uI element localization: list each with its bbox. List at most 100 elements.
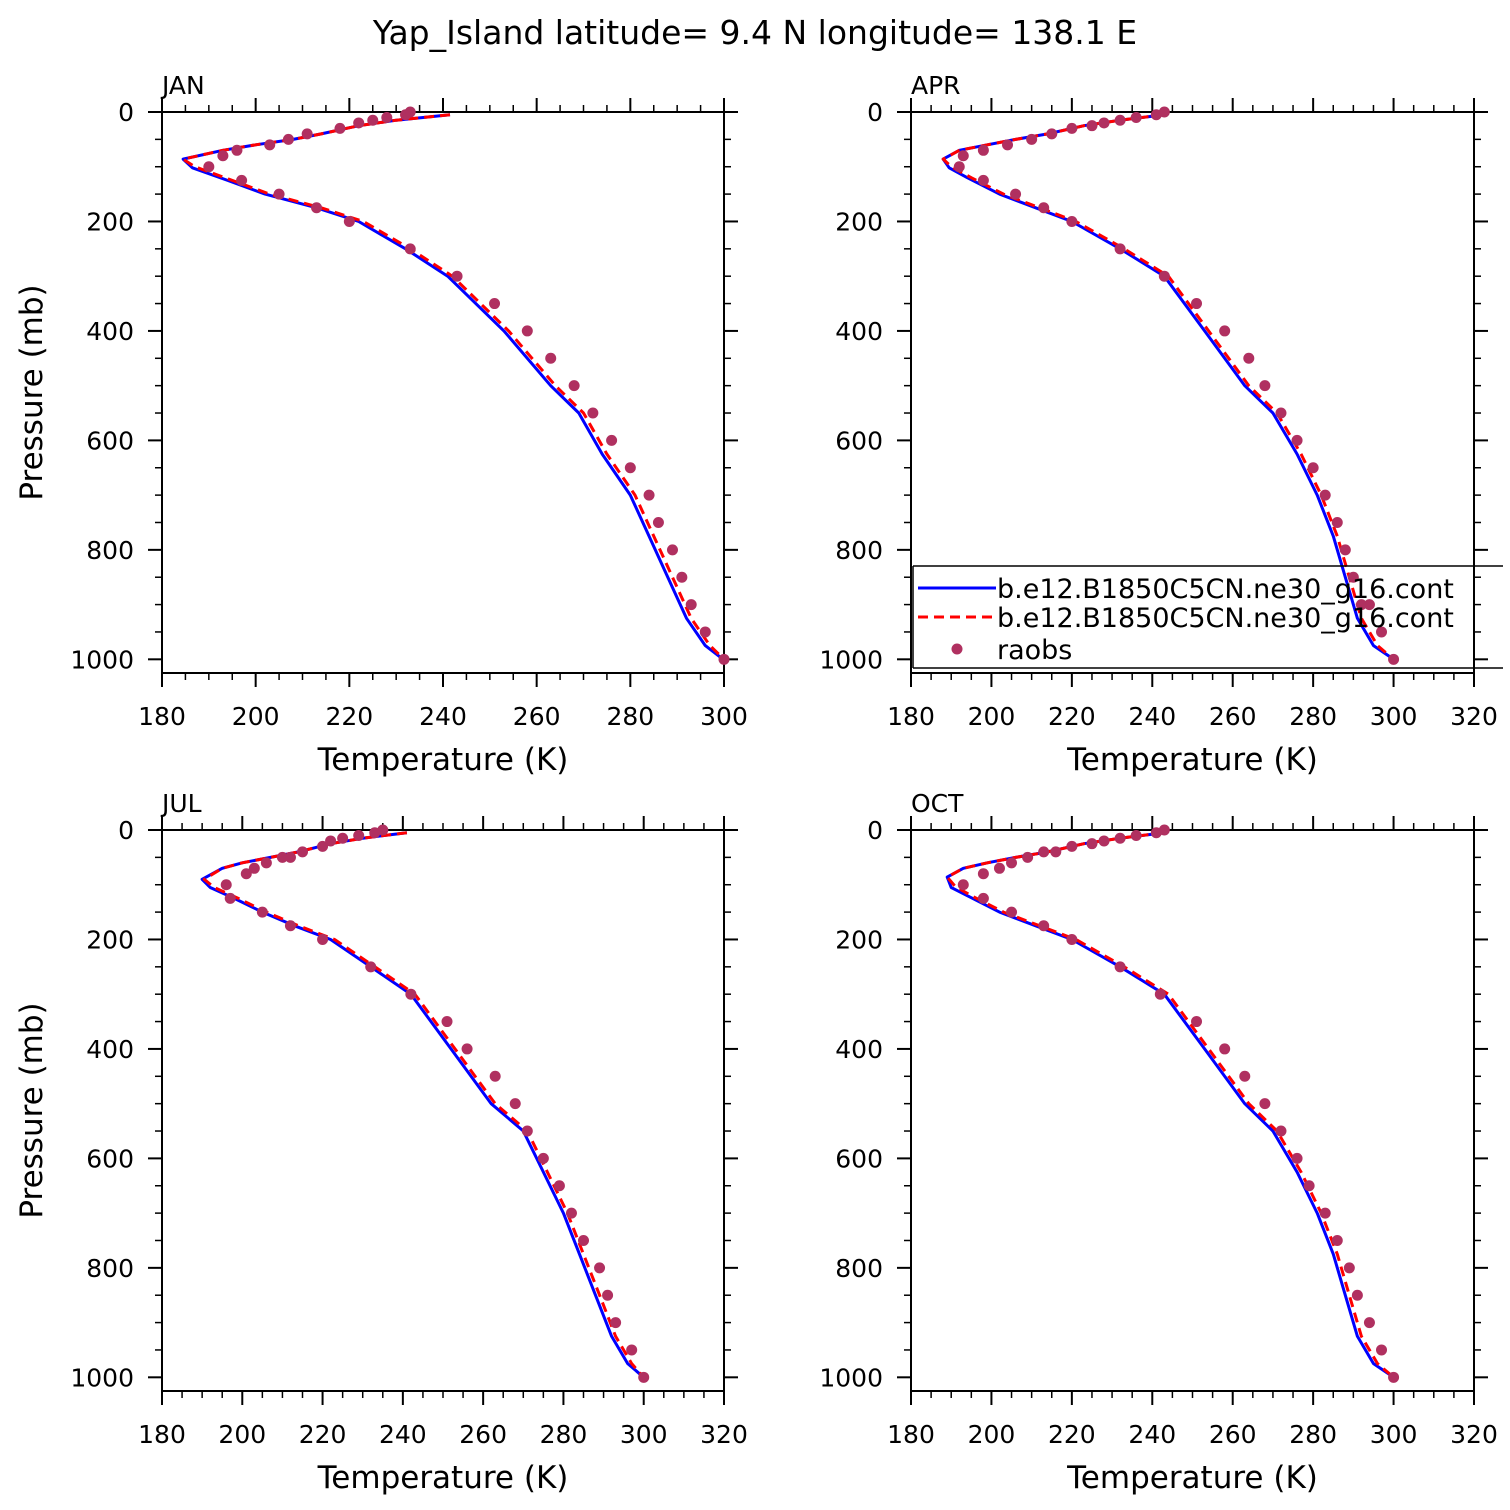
- raobs-marker: [273, 188, 285, 200]
- x-tick-label: 200: [968, 702, 1016, 731]
- x-tick-label: 280: [540, 1420, 588, 1449]
- solid-series-line: [181, 113, 725, 661]
- raobs-marker: [685, 599, 697, 611]
- x-tick-label: 240: [419, 702, 467, 731]
- raobs-marker: [1114, 832, 1126, 844]
- x-axis-title: Temperature (K): [1066, 1460, 1318, 1496]
- x-tick-label: 260: [459, 1420, 507, 1449]
- raobs-marker: [1086, 120, 1098, 132]
- raobs-marker: [297, 846, 308, 858]
- raobs-marker: [203, 161, 215, 173]
- panel-label: OCT: [911, 789, 964, 818]
- y-tick-label: 400: [86, 1035, 134, 1064]
- raobs-marker: [1319, 1207, 1331, 1219]
- x-axis-title: Temperature (K): [317, 1460, 569, 1496]
- y-tick-label: 600: [835, 1144, 883, 1173]
- raobs-marker: [1191, 1016, 1203, 1028]
- raobs-marker: [1291, 434, 1303, 446]
- raobs-marker: [317, 933, 329, 945]
- raobs-marker: [325, 835, 337, 847]
- y-tick-label: 0: [118, 816, 134, 845]
- x-axis-title: Temperature (K): [1066, 742, 1318, 778]
- raobs-marker: [353, 829, 365, 841]
- raobs-marker: [284, 920, 296, 932]
- raobs-marker: [441, 1016, 453, 1028]
- legend-label: b.e12.B1850C5CN.ne30_g16.cont: [997, 603, 1454, 634]
- raobs-marker: [1130, 111, 1142, 123]
- raobs-marker: [610, 1317, 622, 1329]
- raobs-marker: [1002, 139, 1014, 151]
- x-tick-label: 320: [1450, 702, 1498, 731]
- raobs-marker: [1066, 122, 1078, 134]
- raobs-marker: [1355, 599, 1367, 611]
- raobs-marker: [1259, 380, 1271, 392]
- x-tick-label: 220: [1048, 1420, 1096, 1449]
- x-tick-label: 280: [606, 702, 654, 731]
- raobs-marker: [1050, 846, 1062, 858]
- raobs-marker: [1291, 1152, 1303, 1164]
- legend: b.e12.B1850C5CN.ne30_g16.contb.e12.B1850…: [912, 565, 1503, 669]
- raobs-marker: [276, 851, 288, 863]
- raobs-marker: [977, 868, 989, 880]
- raobs-marker: [1154, 988, 1166, 1000]
- x-tick-label: 320: [700, 1420, 748, 1449]
- y-tick-label: 200: [86, 925, 134, 954]
- y-tick-label: 200: [835, 207, 883, 236]
- raobs-marker: [1026, 133, 1038, 145]
- panel-label: APR: [911, 71, 961, 100]
- raobs-marker: [565, 1207, 577, 1219]
- raobs-marker: [1351, 1289, 1363, 1301]
- x-tick-label: 300: [620, 1420, 668, 1449]
- y-tick-label: 600: [86, 426, 134, 455]
- x-tick-label: 280: [1289, 1420, 1337, 1449]
- x-tick-label: 280: [1289, 702, 1337, 731]
- x-tick-label: 300: [700, 702, 748, 731]
- raobs-marker: [977, 892, 989, 904]
- raobs-marker: [1038, 202, 1050, 214]
- raobs-marker: [367, 114, 379, 126]
- raobs-marker: [1098, 835, 1110, 847]
- raobs-marker: [1150, 109, 1162, 121]
- solid-series-line: [200, 831, 645, 1379]
- y-tick-label: 400: [86, 317, 134, 346]
- raobs-marker: [353, 117, 365, 129]
- x-tick-label: 220: [1048, 702, 1096, 731]
- raobs-marker: [256, 906, 268, 918]
- raobs-marker: [509, 1098, 521, 1110]
- raobs-marker: [1066, 933, 1078, 945]
- raobs-marker: [553, 1180, 565, 1192]
- raobs-marker: [404, 243, 416, 255]
- y-tick-label: 0: [867, 98, 883, 127]
- raobs-marker: [602, 1289, 614, 1301]
- raobs-marker: [957, 150, 969, 162]
- raobs-marker: [638, 1371, 650, 1383]
- x-tick-label: 200: [232, 702, 280, 731]
- y-tick-label: 1000: [819, 1363, 883, 1392]
- raobs-marker: [1150, 827, 1162, 839]
- x-axis-title: Temperature (K): [317, 742, 569, 778]
- raobs-marker: [1388, 653, 1400, 665]
- raobs-marker: [1307, 462, 1319, 474]
- panel-label: JAN: [160, 71, 205, 100]
- raobs-marker: [643, 489, 655, 501]
- legend-label: b.e12.B1850C5CN.ne30_g16.cont: [997, 574, 1454, 605]
- raobs-marker: [224, 892, 236, 904]
- raobs-marker: [220, 879, 232, 891]
- raobs-marker: [977, 174, 989, 186]
- raobs-marker: [1086, 838, 1098, 850]
- raobs-marker: [405, 988, 417, 1000]
- raobs-marker: [264, 139, 276, 151]
- raobs-marker: [1376, 1344, 1388, 1356]
- raobs-marker: [248, 862, 260, 874]
- raobs-marker: [1066, 215, 1078, 227]
- raobs-marker: [699, 626, 711, 638]
- raobs-marker: [1114, 243, 1126, 255]
- raobs-marker: [369, 827, 381, 839]
- main-title: Yap_Island latitude= 9.4 N longitude= 13…: [372, 13, 1137, 52]
- raobs-marker: [282, 133, 294, 145]
- raobs-marker: [1275, 407, 1287, 419]
- raobs-marker: [1275, 1125, 1287, 1137]
- dashed-series-line: [181, 113, 726, 661]
- raobs-marker: [1347, 571, 1359, 583]
- x-tick-label: 180: [138, 1420, 186, 1449]
